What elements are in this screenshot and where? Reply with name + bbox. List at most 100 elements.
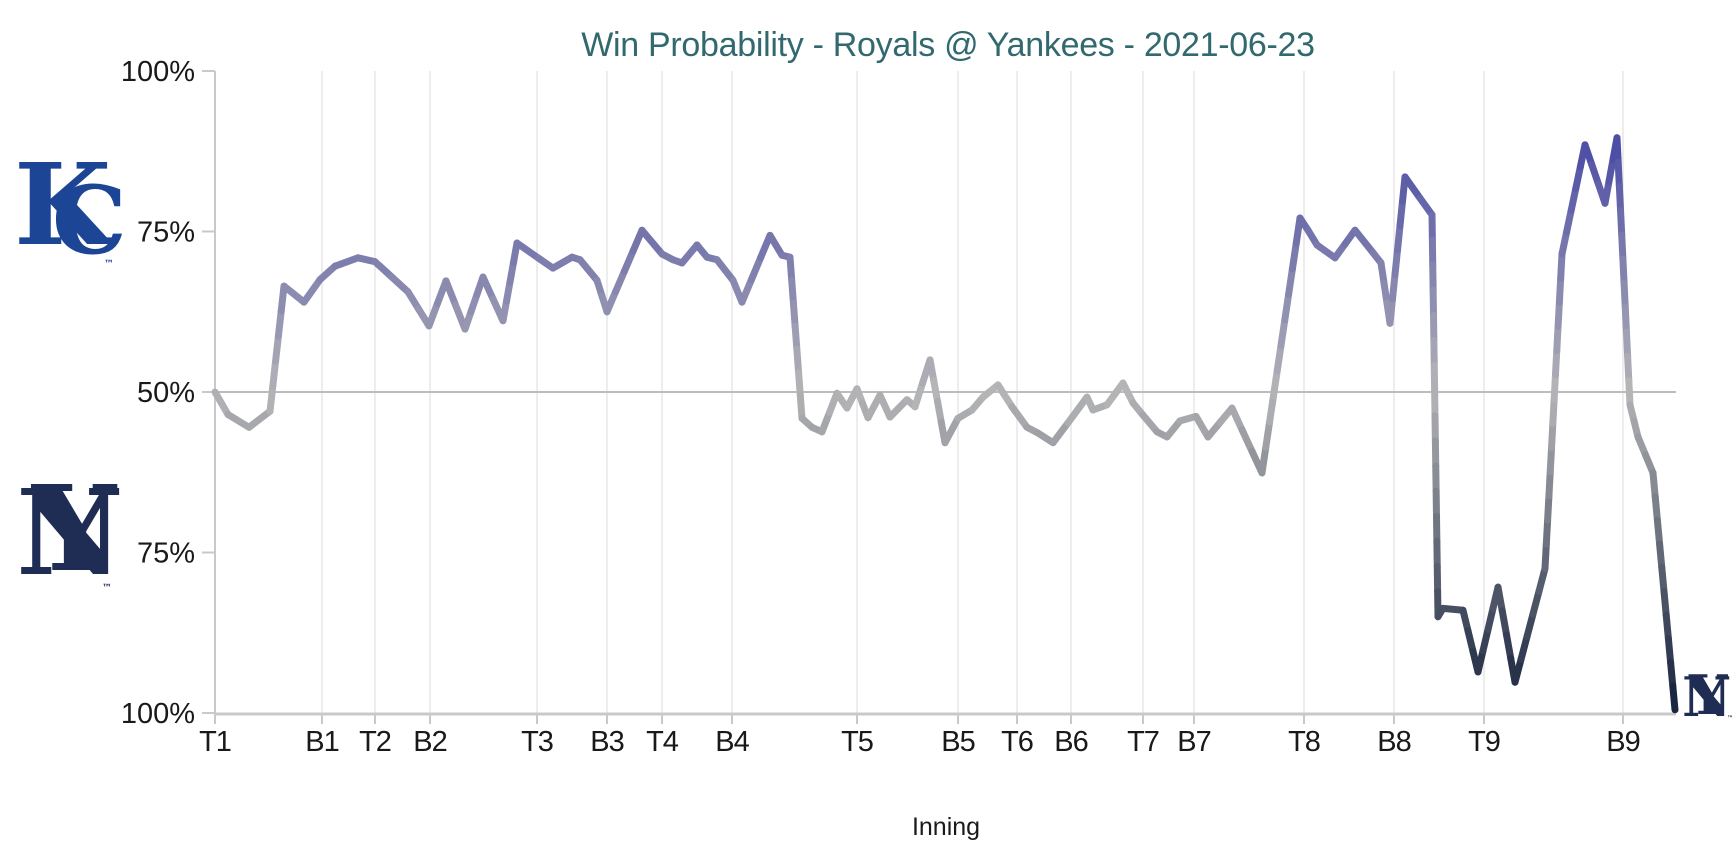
win-prob-line-segment (1386, 295, 1396, 327)
win-prob-line-segment (576, 256, 601, 284)
x-tick-label: B3 (590, 726, 623, 758)
win-prob-line-segment (1613, 134, 1622, 166)
x-tick-label: T7 (1127, 726, 1159, 758)
win-prob-line-segment (274, 307, 285, 340)
win-prob-line-segment (1258, 443, 1270, 477)
win-prob-line-segment (1542, 516, 1552, 548)
win-prob-line-segment (513, 239, 542, 262)
win-prob-line-segment (1394, 222, 1404, 254)
y-tick-label: 75% (137, 217, 195, 249)
win-prob-line-segment (1064, 393, 1091, 427)
win-prob-line-segment (1277, 316, 1289, 349)
win-prob-line-segment (1651, 493, 1661, 524)
win-prob-line-segment (789, 299, 799, 330)
win-prob-line-segment (1535, 565, 1549, 595)
win-prob-line-segment (1351, 226, 1377, 257)
win-prob-line-segment (1464, 627, 1477, 655)
win-prob-line-segment (796, 391, 806, 422)
win-prob-line-segment (1553, 323, 1562, 355)
win-prob-line-segment (272, 332, 282, 365)
win-prob-line-segment (926, 356, 938, 385)
win-prob-line-segment (1618, 231, 1627, 263)
x-tick-label: B5 (941, 726, 974, 758)
win-prob-line-segment (1503, 631, 1515, 662)
win-prob-line-segment (1664, 635, 1675, 666)
x-tick-label: T1 (199, 726, 231, 758)
win-prob-line-segment (1396, 197, 1406, 230)
win-prob-line-segment (1479, 626, 1492, 655)
win-prob-line-segment (1660, 587, 1670, 619)
win-prob-line-segment (1238, 426, 1256, 455)
x-tick-label: T8 (1288, 726, 1320, 758)
win-prob-line-segment (1474, 647, 1487, 676)
win-prob-line-segment (1567, 184, 1580, 214)
x-tick-label: B4 (715, 726, 749, 758)
win-prob-line-segment (1667, 658, 1677, 690)
win-prob-line-segment (603, 287, 620, 316)
win-prob-line-segment (1549, 395, 1558, 427)
win-prob-line-segment (1624, 352, 1633, 385)
win-prob-line-segment (886, 396, 911, 421)
win-prob-line-segment (621, 247, 637, 275)
win-prob-line-segment (911, 379, 926, 411)
win-prob-line-segment (876, 391, 894, 421)
win-prob-line-segment (941, 414, 962, 447)
ny-logo-trademark: ™ (102, 583, 112, 594)
win-prob-line-segment (1273, 341, 1285, 375)
win-prob-line-segment (1103, 379, 1127, 409)
win-prob-line-segment (1622, 328, 1632, 360)
x-tick-label: T6 (1001, 726, 1033, 758)
x-tick-label: T3 (521, 726, 553, 758)
win-prob-line-segment (280, 282, 308, 306)
win-prob-line-segment (1620, 279, 1629, 312)
kc-royals-logo: K C ™ (14, 150, 127, 276)
win-prob-line-segment (425, 299, 441, 330)
kc-logo-letter-k: K (14, 140, 112, 271)
win-prob-line-segment (1459, 606, 1472, 635)
win-prob-line-segment (1617, 207, 1626, 239)
ny-end-logo-trademark: ™ (1727, 715, 1733, 722)
win-prob-line-segment (994, 381, 1016, 411)
win-prob-line-segment (388, 273, 412, 296)
win-prob-line-segment (1557, 250, 1566, 282)
win-prob-line-segment (1653, 516, 1664, 548)
win-prob-line-segment (1262, 418, 1274, 451)
win-prob-line-segment (1119, 379, 1137, 407)
win-prob-line-segment (1615, 182, 1625, 215)
win-prob-line-segment (1523, 610, 1537, 641)
yankees-logo: N Y ™ (16, 470, 124, 604)
win-prob-line-segment (793, 345, 803, 376)
ny-end-logo-letter-y: Y (1689, 663, 1728, 727)
y-tick-label: 100% (121, 698, 195, 730)
win-prob-line-segment (1550, 371, 1559, 403)
win-prob-line-segment (1625, 377, 1634, 409)
win-prob-line-segment (224, 410, 253, 431)
x-tick-label: B8 (1377, 726, 1410, 758)
win-prob-line-segment (1614, 158, 1623, 190)
win-prob-line-segment (1545, 468, 1554, 500)
win-prob-line-segment (1484, 604, 1497, 634)
win-prob-line-segment (1288, 240, 1300, 273)
x-tick-label: T2 (359, 726, 391, 758)
yankees-logo-final-point: N Y ™ (1682, 668, 1734, 726)
x-tick-label: T5 (841, 726, 873, 758)
win-prob-line-segment (766, 231, 786, 259)
win-prob-line-segment (331, 254, 362, 270)
win-prob-line-segment (1554, 298, 1563, 331)
x-tick-label: B2 (413, 726, 446, 758)
win-prob-line-segment (1498, 607, 1510, 639)
win-prob-line-segment (1511, 655, 1525, 686)
win-prob-line-segment (1285, 265, 1296, 298)
win-prob-line-segment (1662, 611, 1672, 643)
win-prob-line-segment (1649, 469, 1659, 501)
win-prob-line-segment (1541, 540, 1550, 573)
win-prob-line-segment (678, 241, 701, 267)
win-prob-line-segment (1555, 274, 1565, 306)
win-prob-line-segment (738, 276, 755, 306)
kc-logo-trademark: ™ (104, 259, 114, 270)
win-prob-line-segment (1544, 492, 1553, 524)
win-prob-line-segment (1621, 304, 1630, 336)
win-prob-line-segment (300, 276, 324, 306)
ny-logo-letter-n: N (16, 463, 124, 602)
